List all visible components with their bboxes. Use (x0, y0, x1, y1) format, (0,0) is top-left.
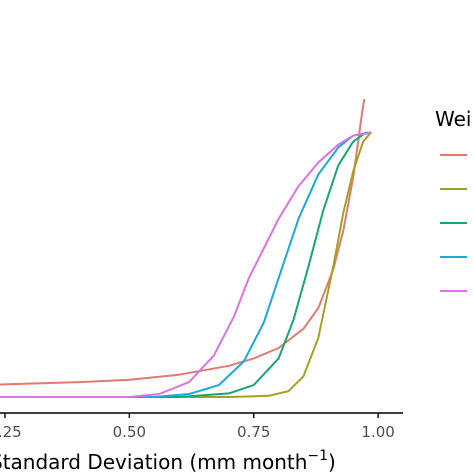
x-tick-label: 0.50 (113, 423, 146, 441)
series-line-3 (0, 131, 372, 398)
legend (440, 154, 467, 292)
legend-title: Wei (435, 107, 471, 131)
x-axis-title-text: Standard Deviation (mm month (0, 450, 307, 474)
plot-area (0, 99, 372, 398)
series-line-1 (0, 99, 366, 386)
series-line-2 (0, 131, 372, 398)
x-axis-title: Standard Deviation (mm month−1) (0, 448, 336, 474)
series-line-5 (0, 131, 372, 398)
x-axis-title-suffix: ) (328, 450, 336, 474)
x-tick-label: 1.00 (361, 423, 394, 441)
x-axis-ticks: 0.25 0.50 0.75 1.00 (0, 413, 395, 441)
series-line-4 (0, 131, 372, 398)
x-axis-title-superscript: −1 (307, 448, 328, 464)
x-tick-label: 0.25 (0, 423, 22, 441)
x-tick-label: 0.75 (237, 423, 270, 441)
